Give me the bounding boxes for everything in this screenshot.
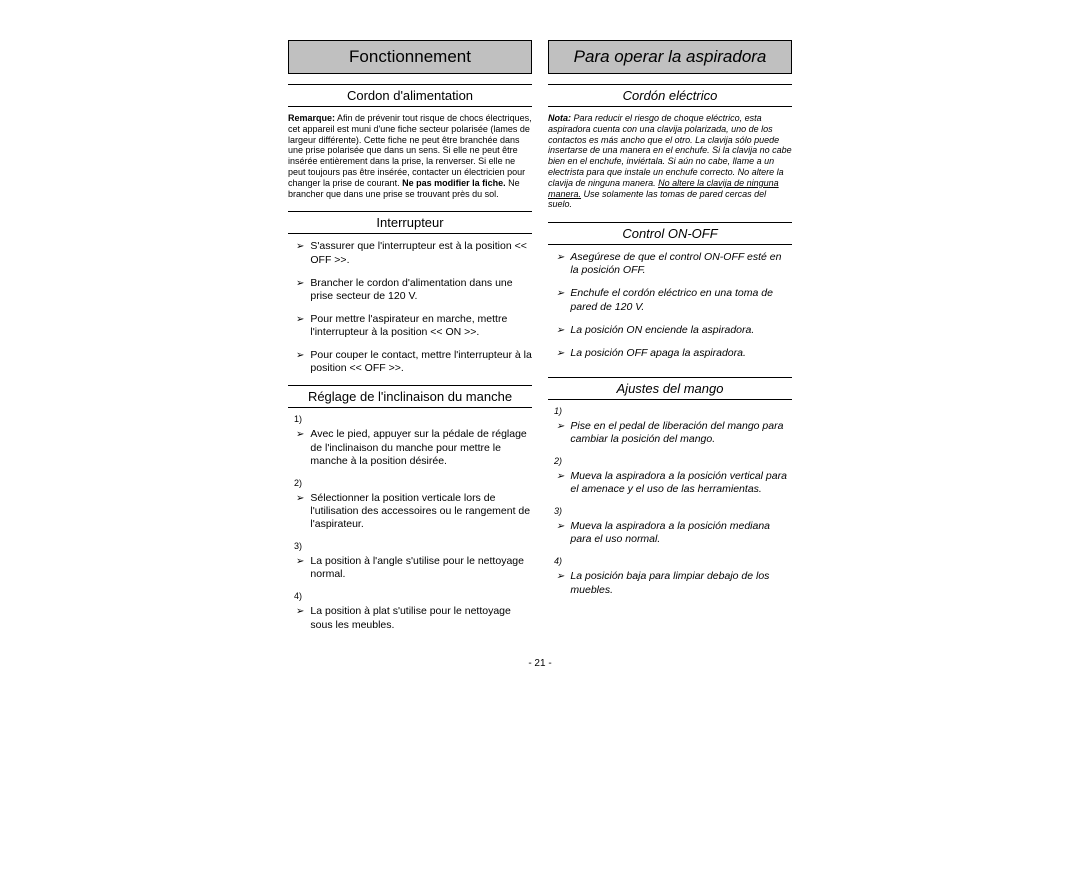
note-label: Remarque: [288,113,335,123]
step-number: 4) [554,556,792,566]
list-item: ➢ La posición OFF apaga la aspiradora. [556,347,792,361]
bullet-icon: ➢ [296,606,304,619]
note-bold: Ne pas modifier la fiche. [402,178,506,188]
right-column: Para operar la aspiradora Cordón eléctri… [548,40,792,642]
bullet-icon: ➢ [556,288,564,301]
right-section3-step2: ➢ Mueva la aspiradora a la posición verti… [548,470,792,496]
list-text: Enchufe el cordón eléctrico en una toma … [570,287,792,313]
list-item: ➢ S'assurer que l'interrupteur est à la p… [296,240,532,266]
bullet-icon: ➢ [296,278,304,291]
list-item: ➢ Sélectionner la position verticale lors… [296,492,532,531]
bullet-icon: ➢ [296,493,304,506]
bullet-icon: ➢ [296,241,304,254]
left-section1-note: Remarque: Afin de prévenir tout risque d… [288,113,532,199]
bullet-icon: ➢ [556,421,564,434]
left-section1-heading: Cordon d'alimentation [288,84,532,107]
list-item: ➢ Pise en el pedal de liberación del mang… [556,420,792,446]
right-section3-step3: ➢ Mueva la aspiradora a la posición media… [548,520,792,546]
list-item: ➢ La posición ON enciende la aspiradora. [556,324,792,338]
list-text: Brancher le cordon d'alimentation dans u… [310,277,532,303]
right-section1-note: Nota: Para reducir el riesgo de choque e… [548,113,792,210]
list-text: Sélectionner la position verticale lors … [310,492,532,531]
list-text: Pour mettre l'aspirateur en marche, mett… [310,313,532,339]
list-text: La position à plat s'utilise pour le net… [310,605,532,631]
left-section2-heading: Interrupteur [288,211,532,234]
list-item: ➢ La position à l'angle s'utilise pour le… [296,555,532,581]
list-item: ➢ Asegúrese de que el control ON-OFF esté… [556,251,792,277]
list-text: La posición OFF apaga la aspiradora. [570,347,746,360]
list-item: ➢ Avec le pied, appuyer sur la pédale de … [296,428,532,467]
list-item: ➢ Brancher le cordon d'alimentation dans … [296,277,532,303]
left-column: Fonctionnement Cordon d'alimentation Rem… [288,40,532,642]
bullet-icon: ➢ [556,521,564,534]
left-section3-step1: ➢ Avec le pied, appuyer sur la pédale de … [288,428,532,467]
page-number: - 21 - [0,658,1080,669]
bullet-icon: ➢ [556,471,564,484]
note-label: Nota: [548,113,571,123]
list-item: ➢ Mueva la aspiradora a la posición media… [556,520,792,546]
step-number: 1) [554,406,792,416]
bullet-icon: ➢ [556,325,564,338]
list-text: Asegúrese de que el control ON-OFF esté … [570,251,792,277]
note-text-1: Para reducir el riesgo de choque eléctri… [548,113,792,188]
step-number: 1) [294,414,532,424]
right-section3-heading: Ajustes del mango [548,377,792,400]
bullet-icon: ➢ [296,429,304,442]
bullet-icon: ➢ [296,314,304,327]
list-text: La posición ON enciende la aspiradora. [570,324,754,337]
list-text: La position à l'angle s'utilise pour le … [310,555,532,581]
right-section3-step1: ➢ Pise en el pedal de liberación del mang… [548,420,792,446]
right-section3-step4: ➢ La posición baja para limpiar debajo de… [548,570,792,596]
list-text: La posición baja para limpiar debajo de … [570,570,792,596]
list-text: Pise en el pedal de liberación del mango… [570,420,792,446]
step-number: 3) [554,506,792,516]
list-text: Avec le pied, appuyer sur la pédale de r… [310,428,532,467]
right-section2-heading: Control ON-OFF [548,222,792,245]
left-section3-step2: ➢ Sélectionner la position verticale lors… [288,492,532,531]
bullet-icon: ➢ [296,350,304,363]
page-content: Fonctionnement Cordon d'alimentation Rem… [288,40,792,642]
left-section3-step3: ➢ La position à l'angle s'utilise pour le… [288,555,532,581]
bullet-icon: ➢ [556,252,564,265]
list-item: ➢ Pour mettre l'aspirateur en marche, met… [296,313,532,339]
note-text-2: Use solamente las tomas de pared cercas … [548,189,766,210]
list-item: ➢ Mueva la aspiradora a la posición verti… [556,470,792,496]
list-item: ➢ Pour couper le contact, mettre l'interr… [296,349,532,375]
list-item: ➢ La position à plat s'utilise pour le ne… [296,605,532,631]
list-item: ➢ Enchufe el cordón eléctrico en una toma… [556,287,792,313]
bullet-icon: ➢ [556,348,564,361]
list-text: Mueva la aspiradora a la posición median… [570,520,792,546]
step-number: 2) [554,456,792,466]
step-number: 3) [294,541,532,551]
left-section3-step4: ➢ La position à plat s'utilise pour le ne… [288,605,532,631]
bullet-icon: ➢ [296,556,304,569]
bullet-icon: ➢ [556,571,564,584]
step-number: 2) [294,478,532,488]
step-number: 4) [294,591,532,601]
left-section2-list: ➢ S'assurer que l'interrupteur est à la p… [288,240,532,375]
left-title-box: Fonctionnement [288,40,532,74]
left-section3-heading: Réglage de l'inclinaison du manche [288,385,532,408]
right-title-box: Para operar la aspiradora [548,40,792,74]
list-text: Pour couper le contact, mettre l'interru… [310,349,532,375]
list-item: ➢ La posición baja para limpiar debajo de… [556,570,792,596]
right-section1-heading: Cordón eléctrico [548,84,792,107]
list-text: Mueva la aspiradora a la posición vertic… [570,470,792,496]
list-text: S'assurer que l'interrupteur est à la po… [310,240,532,266]
note-text-1: Afin de prévenir tout risque de chocs él… [288,113,532,188]
right-section2-list: ➢ Asegúrese de que el control ON-OFF esté… [548,251,792,361]
